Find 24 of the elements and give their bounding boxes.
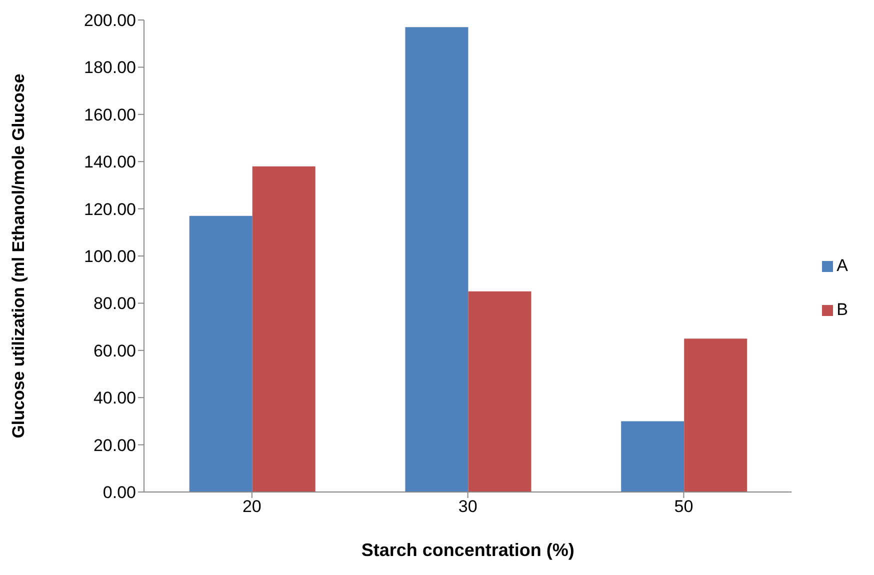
y-tick-label: 20.00 [93,436,136,455]
y-tick-label: 60.00 [93,341,136,360]
x-tick-label: 50 [674,497,694,516]
y-tick-label: 160.00 [84,105,136,124]
bar [405,27,468,492]
y-tick-label: 40.00 [93,388,136,408]
y-tick-label: 180.00 [84,58,136,78]
bar [189,216,252,492]
legend-label: A [836,256,848,275]
legend-label: B [836,300,848,319]
y-tick-label: 120.00 [84,200,136,219]
bar [684,338,748,492]
bar [621,421,684,492]
y-tick-label: 100.00 [84,247,136,266]
y-tick-label: 140.00 [84,152,136,172]
x-tick-label: 30 [458,497,478,516]
y-tick-label: 0.00 [102,483,136,502]
x-tick-label: 20 [242,497,262,516]
y-axis-title: Glucose utilization (ml Ethanol/mole Glucose [9,74,28,438]
bar [468,291,532,492]
y-tick-label: 200.00 [84,11,136,30]
bar [252,166,316,492]
x-axis-title: Starch concentration (%) [361,540,574,560]
y-tick-label: 80.00 [93,294,136,314]
